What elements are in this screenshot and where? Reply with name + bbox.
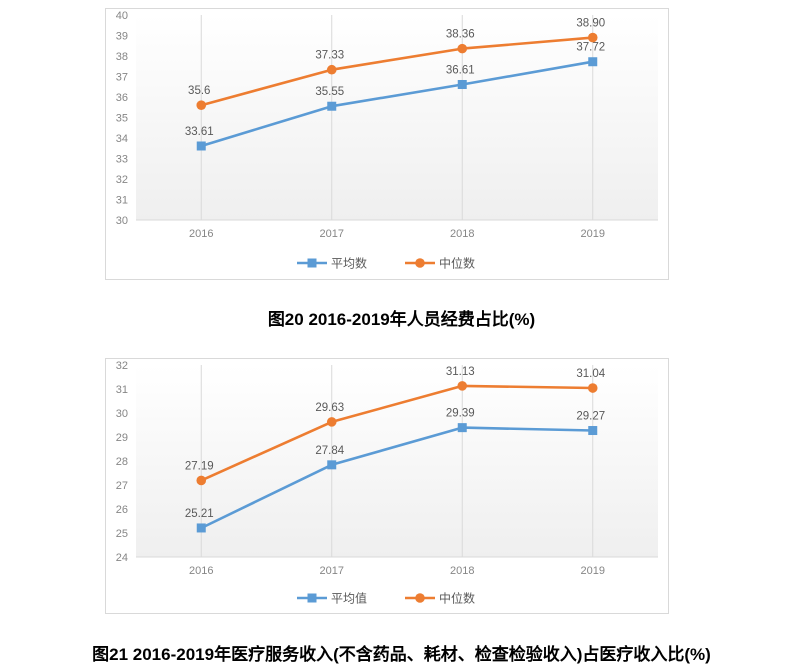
figure-caption-21: 图21 2016-2019年医疗服务收入(不含药品、耗材、检查检验收入)占医疗收… xyxy=(92,645,711,664)
data-label: 33.61 xyxy=(185,126,214,138)
plot-background xyxy=(136,365,658,557)
x-axis-tick-label: 2018 xyxy=(450,228,474,240)
y-axis-tick-label: 36 xyxy=(116,92,128,104)
y-axis-tick-label: 31 xyxy=(116,195,128,207)
data-point-marker xyxy=(588,57,598,67)
data-label: 31.04 xyxy=(576,368,605,380)
line-chart-figure-20: 30 31 32 33 34 35 36 37 38 39 40 2016 2017 2018 2019 33… xyxy=(116,10,658,271)
line-chart-figure-21: 24 25 26 27 28 29 30 31 32 2016 2017 2018 2019 25.21 2… xyxy=(116,360,658,606)
data-label: 36.61 xyxy=(446,64,475,76)
data-point-marker xyxy=(587,383,598,393)
legend-label: 平均值 xyxy=(331,591,367,606)
data-label: 29.63 xyxy=(315,402,344,414)
legend-marker xyxy=(307,258,317,268)
data-point-marker xyxy=(327,460,337,470)
data-label: 37.33 xyxy=(315,50,344,62)
y-axis-tick-label: 32 xyxy=(116,360,128,372)
data-label: 38.36 xyxy=(446,29,475,41)
y-axis-tick-label: 39 xyxy=(116,31,128,43)
y-axis-tick-label: 31 xyxy=(116,384,128,396)
x-axis-tick-label: 2016 xyxy=(189,228,213,240)
legend-marker xyxy=(415,258,425,268)
y-axis-tick-label: 24 xyxy=(116,552,128,564)
data-label: 35.6 xyxy=(188,85,210,97)
plot-background xyxy=(136,15,658,220)
y-axis-tick-label: 35 xyxy=(116,113,128,125)
data-label: 29.27 xyxy=(576,411,605,423)
y-axis-tick-label: 32 xyxy=(116,174,128,186)
data-point-marker xyxy=(457,43,468,54)
data-label: 38.90 xyxy=(576,18,605,30)
legend-marker xyxy=(307,593,317,603)
legend-label: 中位数 xyxy=(439,256,475,271)
legend-label: 平均数 xyxy=(331,256,367,271)
x-axis-tick-label: 2017 xyxy=(320,565,344,577)
y-axis-tick-label: 38 xyxy=(116,51,128,63)
plot-area-figure-21: 24 25 26 27 28 29 30 31 32 2016 2017 2018 2019 25.21 2… xyxy=(106,359,668,613)
y-axis-tick-label: 29 xyxy=(116,432,128,444)
legend-label: 中位数 xyxy=(439,591,475,606)
plot-area-figure-20: 30 31 32 33 34 35 36 37 38 39 40 2016 2017 2018 2019 33… xyxy=(106,9,668,279)
y-axis-tick-label: 30 xyxy=(116,215,128,227)
y-axis-tick-label: 28 xyxy=(116,456,128,468)
y-axis-tick-label: 34 xyxy=(116,133,128,145)
y-axis-tick-label: 27 xyxy=(116,480,128,492)
figure-caption-20: 图20 2016-2019年人员经费占比(%) xyxy=(267,310,536,329)
data-point-marker xyxy=(326,417,337,427)
data-label: 29.39 xyxy=(446,408,475,420)
series-line-mean xyxy=(200,60,595,148)
data-point-marker xyxy=(457,381,468,391)
x-axis-tick-label: 2017 xyxy=(320,228,344,240)
data-point-marker xyxy=(457,79,467,89)
x-axis-tick-label: 2018 xyxy=(450,565,474,577)
data-point-marker xyxy=(327,101,337,111)
data-label: 37.72 xyxy=(576,42,605,54)
y-axis-tick-label: 37 xyxy=(116,72,128,84)
data-label: 31.13 xyxy=(446,366,475,378)
y-axis-tick-label: 40 xyxy=(116,10,128,22)
x-axis-tick-label: 2016 xyxy=(189,565,213,577)
chart-container-figure-21: 24 25 26 27 28 29 30 31 32 2016 2017 2018 2019 25.21 2… xyxy=(105,358,669,614)
y-axis-tick-label: 30 xyxy=(116,408,128,420)
data-label: 25.21 xyxy=(185,508,214,520)
series-line-median xyxy=(200,36,595,107)
data-label: 27.84 xyxy=(315,445,344,457)
chart-container-figure-20: 30 31 32 33 34 35 36 37 38 39 40 2016 2017 2018 2019 33… xyxy=(105,8,669,280)
data-point-marker xyxy=(196,475,207,486)
data-point-marker xyxy=(457,423,467,433)
y-axis-tick-label: 26 xyxy=(116,504,128,516)
data-point-marker xyxy=(588,426,598,436)
x-axis-tick-label: 2019 xyxy=(581,565,605,577)
data-point-marker xyxy=(326,64,337,75)
legend-marker xyxy=(415,593,425,603)
data-point-marker xyxy=(587,32,598,43)
data-point-marker xyxy=(196,141,206,151)
data-label: 27.19 xyxy=(185,460,214,472)
series-line-median xyxy=(200,384,595,482)
y-axis-tick-label: 33 xyxy=(116,154,128,166)
series-line-mean xyxy=(200,426,595,530)
x-axis-tick-label: 2019 xyxy=(581,228,605,240)
data-label: 35.55 xyxy=(315,86,344,98)
data-point-marker xyxy=(196,100,207,110)
data-point-marker xyxy=(196,523,206,533)
y-axis-tick-label: 25 xyxy=(116,528,128,540)
